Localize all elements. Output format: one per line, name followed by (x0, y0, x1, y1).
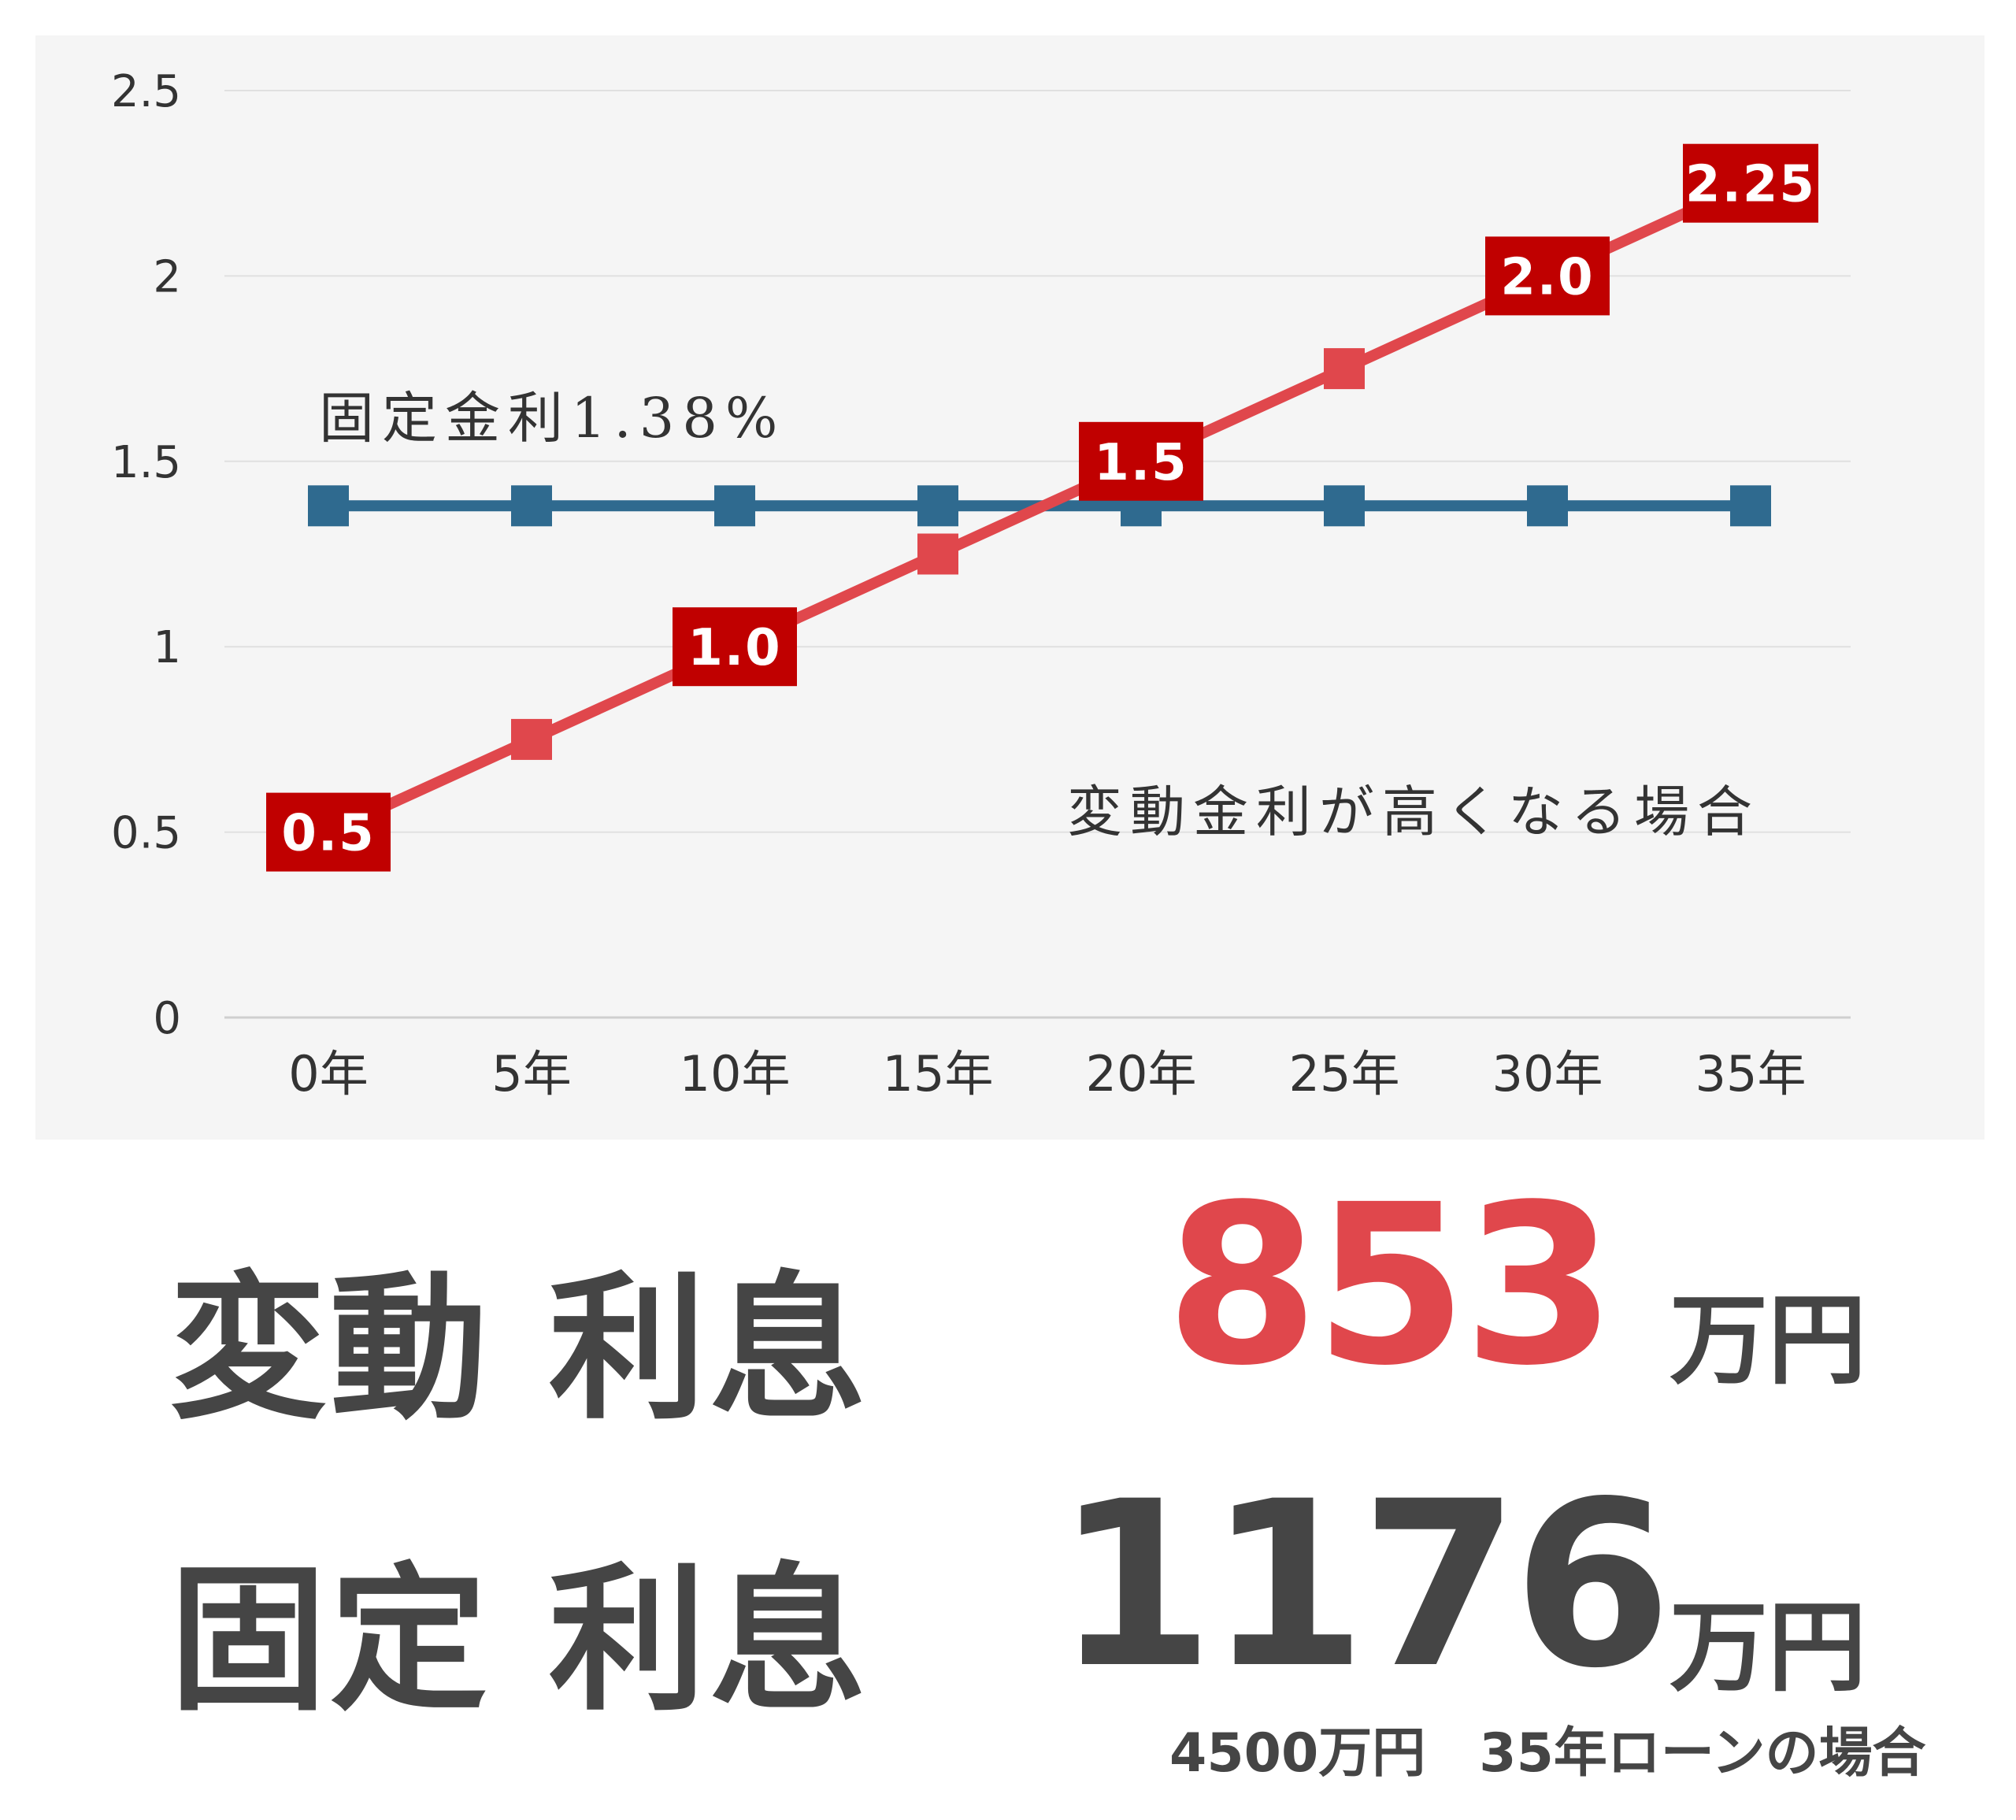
data-label-box (1683, 143, 1818, 223)
gridlines (224, 90, 1851, 1019)
data-label-box (1485, 236, 1610, 316)
x-tick-label: 30年 (1492, 1045, 1603, 1103)
series-0-point (917, 485, 958, 527)
series-0-point (511, 485, 552, 527)
y-tick-label: 2 (153, 251, 181, 302)
x-axis-ticks: 0年 5年 10年 15年 20年 25年 30年 35年 (288, 1045, 1806, 1103)
y-axis-ticks: 0 0.5 1 1.5 2 2.5 (111, 66, 181, 1044)
data-label-text: 1.5 (1094, 434, 1188, 492)
data-label-text: 0.5 (281, 805, 375, 863)
data-label: 1.0 (673, 607, 797, 687)
variable-rate-annotation: 変動金利が高くなる場合 (1067, 780, 1760, 844)
x-tick-label: 20年 (1086, 1045, 1197, 1103)
series-1-point (1324, 348, 1365, 390)
y-tick-label: 1 (153, 622, 181, 673)
series-0-point (1730, 485, 1771, 527)
chart-panel: 0 0.5 1 1.5 2 2.5 0年 5年 10年 15年 20年 25年 30年 35年 0.5 1… (35, 35, 1984, 1140)
variable-interest-unit: 万円 (1670, 1284, 1866, 1398)
data-label: 0.5 (266, 792, 391, 872)
y-tick-label: 1.5 (111, 437, 181, 488)
x-tick-label: 5年 (491, 1045, 571, 1103)
fixed-rate-annotation: 固定金利1.38% (319, 386, 785, 450)
series-0-point (1527, 485, 1568, 527)
fixed-interest-value: 1176 (1055, 1453, 1672, 1718)
data-label: 2.25 (1683, 143, 1818, 223)
series-1-point (511, 718, 552, 760)
data-label-text: 1.0 (687, 619, 781, 677)
x-tick-label: 10年 (680, 1045, 791, 1103)
y-tick-label: 2.5 (111, 66, 181, 117)
data-label-box (1079, 421, 1203, 501)
series-0-point (1324, 485, 1365, 527)
data-label-box (673, 607, 797, 687)
series-0-point (308, 485, 349, 527)
variable-interest-label: 変動 利息 (169, 1258, 870, 1441)
data-label-text: 2.25 (1685, 156, 1816, 214)
x-tick-label: 25年 (1289, 1045, 1400, 1103)
data-label-box (266, 792, 391, 872)
data-label: 2.0 (1485, 236, 1610, 316)
fixed-interest-label: 固定 利息 (169, 1549, 870, 1733)
y-tick-label: 0.5 (111, 808, 181, 859)
data-label: 1.5 (1079, 421, 1203, 501)
loan-footnote: 4500万円 35年ローンの場合 (1169, 1722, 1926, 1785)
line-chart: 0 0.5 1 1.5 2 2.5 0年 5年 10年 15年 20年 25年 30年 35年 0.5 1… (111, 66, 1851, 1103)
series-0-point (714, 485, 755, 527)
variable-interest-value: 853 (1166, 1158, 1616, 1414)
series-1-point (917, 533, 958, 575)
fixed-interest-unit: 万円 (1670, 1591, 1866, 1705)
data-labels: 0.5 1.0 1.5 2.0 2.25 (266, 143, 1818, 872)
y-tick-label: 0 (153, 993, 181, 1044)
x-tick-label: 15年 (883, 1045, 994, 1103)
data-label-text: 2.0 (1500, 248, 1594, 306)
x-tick-label: 0年 (288, 1045, 368, 1103)
x-tick-label: 35年 (1695, 1045, 1807, 1103)
